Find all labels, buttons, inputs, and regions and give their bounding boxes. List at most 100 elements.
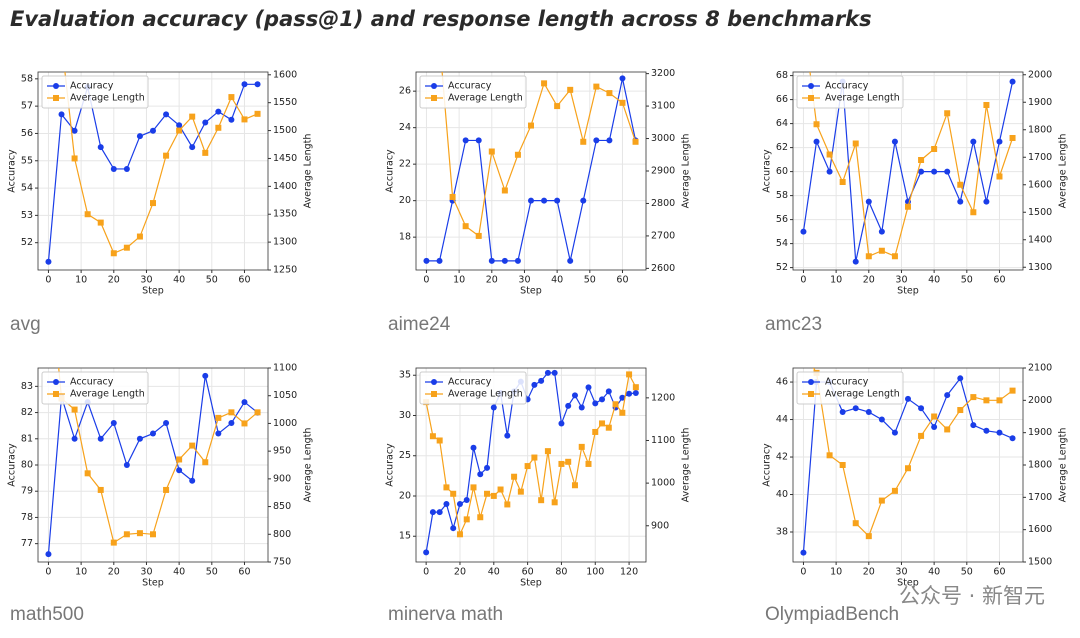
marker <box>477 471 484 478</box>
marker <box>865 198 872 205</box>
x-tick-label: 0 <box>800 275 806 286</box>
x-axis-label: Step <box>142 286 164 297</box>
marker <box>484 490 491 497</box>
legend-label: Accuracy <box>825 377 869 388</box>
marker <box>163 486 170 493</box>
chart-caption: OlympiadBench <box>765 604 899 625</box>
y2-axis-label: Average Length <box>681 134 692 209</box>
y2-tick-label: 1800 <box>1028 460 1052 471</box>
marker <box>944 110 951 117</box>
marker <box>826 151 833 158</box>
marker <box>429 433 436 440</box>
marker <box>551 369 558 376</box>
x-tick-label: 50 <box>206 567 218 578</box>
x-tick-label: 10 <box>830 275 842 286</box>
marker <box>163 111 170 118</box>
legend-marker <box>431 379 437 385</box>
y2-tick-label: 1550 <box>273 97 297 108</box>
marker <box>541 80 548 87</box>
marker <box>254 81 261 88</box>
marker <box>524 463 531 470</box>
marker <box>97 219 104 226</box>
marker <box>490 492 497 499</box>
x-tick-label: 30 <box>518 275 530 286</box>
plot-frame <box>415 367 647 563</box>
marker <box>110 165 117 172</box>
x-tick-label: 0 <box>423 275 429 286</box>
legend-box <box>41 75 149 109</box>
marker <box>436 257 443 264</box>
y-tick-label: 56 <box>21 128 33 139</box>
x-tick-label: 30 <box>895 567 907 578</box>
x-tick-label: 10 <box>830 567 842 578</box>
legend-marker <box>808 83 814 89</box>
y2-tick-label: 1700 <box>1028 152 1052 163</box>
legend-marker <box>431 95 437 101</box>
x-tick-label: 120 <box>620 567 638 578</box>
x-tick-label: 60 <box>522 567 534 578</box>
marker <box>488 257 495 264</box>
y2-tick-label: 750 <box>273 557 291 568</box>
marker <box>84 470 91 477</box>
y-tick-label: 42 <box>776 452 788 463</box>
legend-marker <box>53 83 59 89</box>
x-tick-label: 0 <box>800 567 806 578</box>
y2-axis-label: Average Length <box>1058 134 1069 209</box>
marker <box>878 416 885 423</box>
x-tick-label: 60 <box>616 275 628 286</box>
y-axis-label: Accuracy <box>385 443 396 487</box>
y-tick-label: 30 <box>399 410 411 421</box>
marker <box>1009 387 1016 394</box>
marker <box>488 148 495 155</box>
marker <box>852 405 859 412</box>
marker <box>490 404 497 411</box>
y2-tick-label: 800 <box>273 529 291 540</box>
y2-tick-label: 1900 <box>1028 427 1052 438</box>
plot-area <box>800 72 1016 265</box>
marker <box>163 152 170 159</box>
marker <box>456 501 463 508</box>
marker <box>176 456 183 463</box>
marker <box>944 168 951 175</box>
chart-caption: aime24 <box>388 314 451 335</box>
marker <box>626 390 633 397</box>
marker <box>189 477 196 484</box>
marker <box>45 258 52 265</box>
legend-label: Accuracy <box>448 377 492 388</box>
marker <box>163 420 170 427</box>
x-tick-label: 80 <box>555 567 567 578</box>
y2-tick-label: 1700 <box>1028 492 1052 503</box>
marker <box>580 138 587 145</box>
marker <box>565 458 572 465</box>
y2-tick-label: 900 <box>651 520 669 531</box>
marker <box>632 384 639 391</box>
chart-caption: minerva math <box>388 604 503 625</box>
marker <box>592 400 599 407</box>
marker <box>891 429 898 436</box>
marker <box>150 200 156 207</box>
y-tick-label: 80 <box>21 460 33 471</box>
x-tick-label: 20 <box>863 275 875 286</box>
marker <box>71 435 78 442</box>
y-tick-label: 66 <box>776 94 788 105</box>
y2-tick-label: 1400 <box>1028 234 1052 245</box>
marker <box>878 228 885 235</box>
marker <box>437 38 443 44</box>
x-axis-label: Step <box>142 578 164 589</box>
marker <box>800 349 806 355</box>
marker <box>450 525 457 532</box>
y2-axis-label: Average Length <box>681 428 692 503</box>
plot-frame <box>37 71 269 271</box>
x-tick-label: 20 <box>486 275 498 286</box>
y-tick-label: 54 <box>21 183 33 194</box>
y-axis-label: Accuracy <box>762 443 773 487</box>
legend-box <box>419 371 527 405</box>
y-tick-label: 62 <box>776 142 788 153</box>
y2-tick-label: 2100 <box>1028 363 1052 374</box>
x-tick-label: 10 <box>75 275 87 286</box>
chart-caption: avg <box>10 314 41 335</box>
y-tick-label: 40 <box>776 489 788 500</box>
y-tick-label: 58 <box>776 190 788 201</box>
y-tick-label: 38 <box>776 527 788 538</box>
marker <box>558 420 565 427</box>
